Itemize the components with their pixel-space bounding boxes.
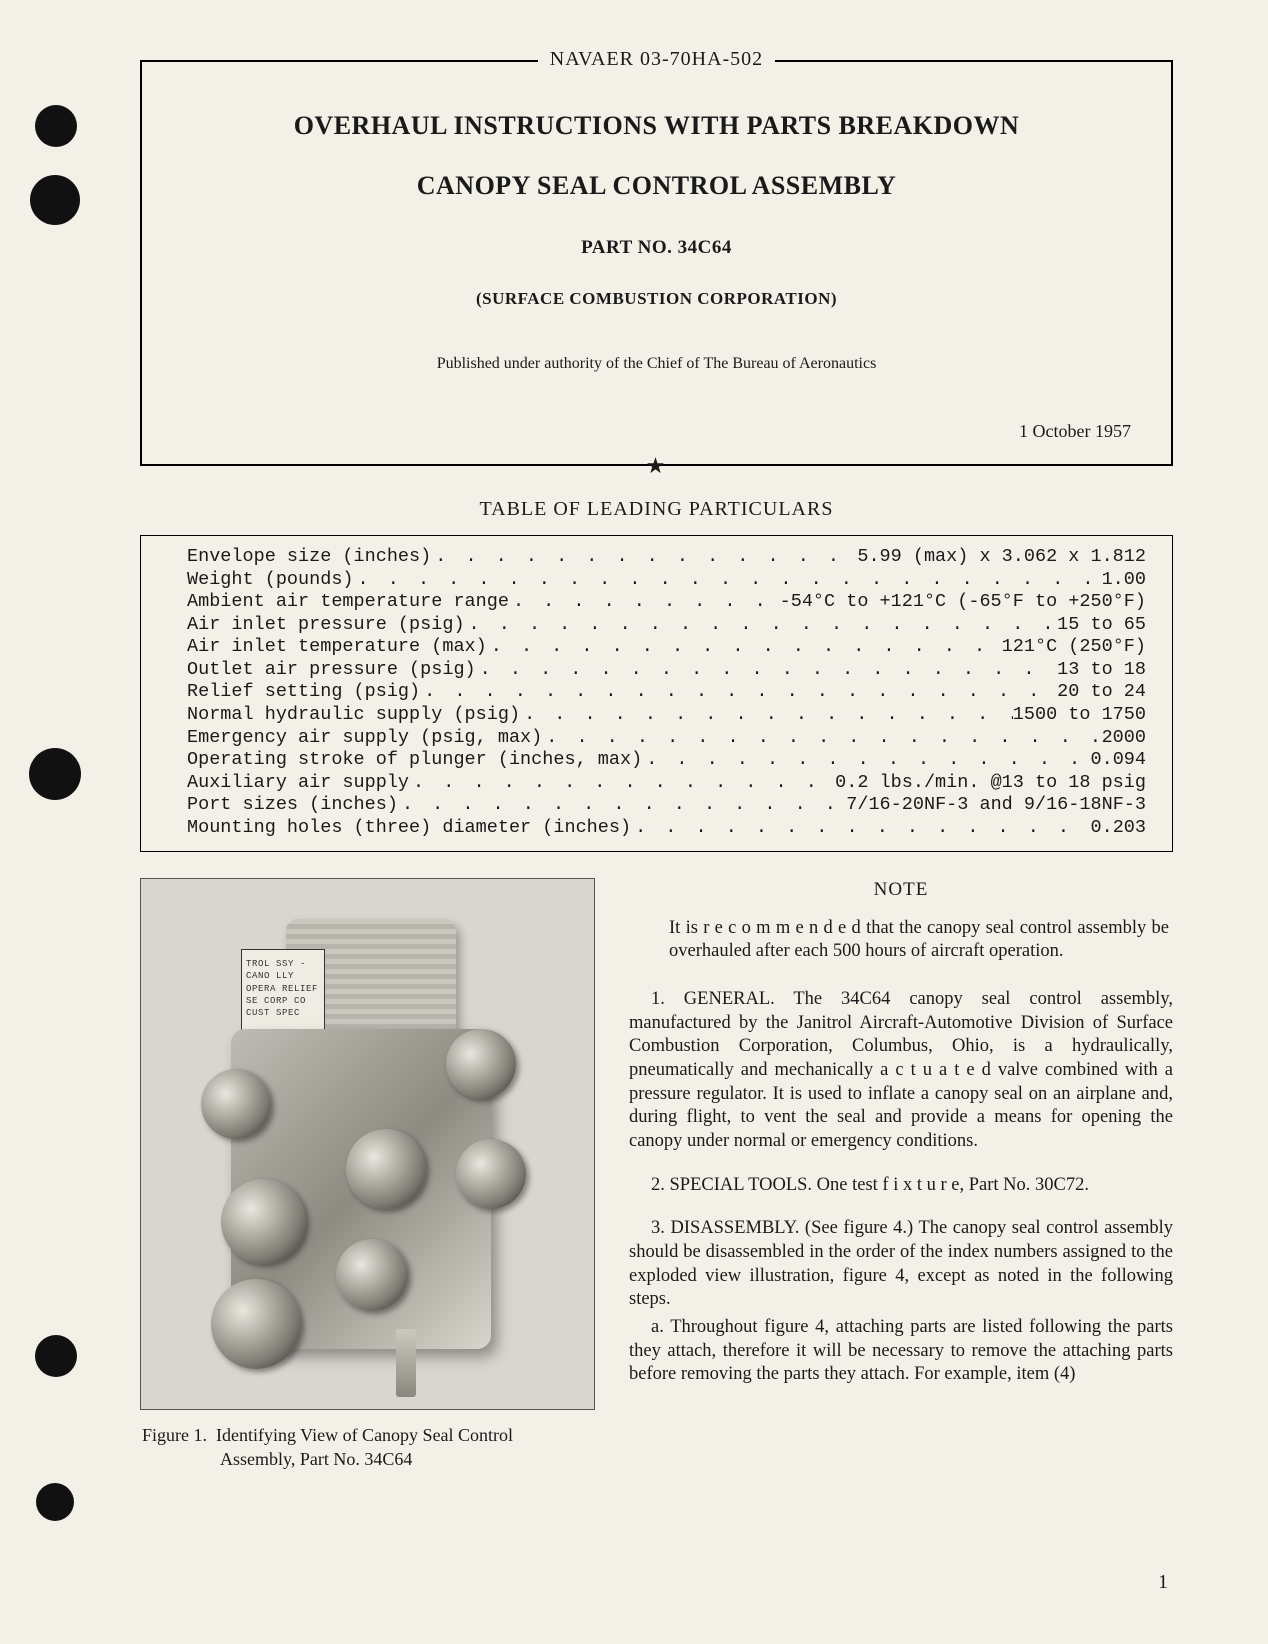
- spec-row: Operating stroke of plunger (inches, max…: [187, 749, 1146, 772]
- particulars-table: Envelope size (inches) . . . . . . . . .…: [140, 535, 1173, 852]
- para-text: a. Throughout figure 4, attaching parts …: [629, 1316, 1173, 1387]
- spec-value: 1.00: [1102, 569, 1146, 592]
- spec-label: Weight (pounds): [187, 569, 354, 592]
- header-box: NAVAER 03-70HA-502 OVERHAUL INSTRUCTIONS…: [140, 60, 1173, 466]
- spec-value: 7/16-20NF-3 and 9/16-18NF-3: [846, 794, 1146, 817]
- port-icon: [446, 1029, 516, 1099]
- authority-line: Published under authority of the Chief o…: [182, 355, 1131, 373]
- port-icon: [456, 1139, 526, 1209]
- part-number: PART NO. 34C64: [182, 237, 1131, 259]
- spec-label: Normal hydraulic supply (psig): [187, 704, 520, 727]
- dot-leader: . . . . . . . . . . . . . . . . . . . . …: [542, 727, 1101, 750]
- spec-value: 20 to 24: [1057, 681, 1146, 704]
- paragraph-special-tools: 2. SPECIAL TOOLS. One test f i x t u r e…: [629, 1174, 1173, 1198]
- para-text: 1. GENERAL. The 34C64 canopy seal contro…: [629, 988, 1173, 1154]
- paragraph-disassembly-a: a. Throughout figure 4, attaching parts …: [629, 1316, 1173, 1387]
- figure-caption-text: Identifying View of Canopy Seal Control: [216, 1425, 513, 1445]
- spec-label: Port sizes (inches): [187, 794, 398, 817]
- dot-leader: . . . . . . . . . . . . . . . . . . . . …: [476, 659, 1058, 682]
- spec-label: Auxiliary air supply: [187, 772, 409, 795]
- para-text: 2. SPECIAL TOOLS. One test f i x t u r e…: [629, 1174, 1173, 1198]
- dot-leader: . . . . . . . . . . . . . . . . . . . . …: [398, 794, 846, 817]
- spec-label: Emergency air supply (psig, max): [187, 727, 542, 750]
- binder-hole: [36, 1483, 74, 1521]
- spec-value: 13 to 18: [1057, 659, 1146, 682]
- dot-leader: . . . . . . . . . . . . . . . . . . . . …: [520, 704, 1013, 727]
- spec-row: Mounting holes (three) diameter (inches)…: [187, 817, 1146, 840]
- port-icon: [211, 1279, 301, 1369]
- spec-value: 1500 to 1750: [1013, 704, 1146, 727]
- publication-date: 1 October 1957: [182, 421, 1131, 442]
- dot-leader: . . . . . . . . . . . . . . . . . . . . …: [420, 681, 1057, 704]
- binder-hole: [35, 1335, 77, 1377]
- spec-value: 0.094: [1090, 749, 1146, 772]
- spec-row: Relief setting (psig) . . . . . . . . . …: [187, 681, 1146, 704]
- spec-label: Relief setting (psig): [187, 681, 420, 704]
- dot-leader: . . . . . . . . . . . . . . . . . . . . …: [487, 636, 1002, 659]
- figure-image: TROL SSY - CANO LLY OPERA RELIEF SE CORP…: [140, 878, 595, 1410]
- star-separator: ★: [140, 453, 1173, 479]
- spec-row: Air inlet temperature (max) . . . . . . …: [187, 636, 1146, 659]
- spec-label: Air inlet temperature (max): [187, 636, 487, 659]
- figure-column: TROL SSY - CANO LLY OPERA RELIEF SE CORP…: [140, 878, 595, 1471]
- dot-leader: . . . . . . . . . . . . . . . . . . . . …: [409, 772, 835, 795]
- note-body: It is r e c o m m e n d e d that the can…: [629, 917, 1173, 964]
- spec-value: 15 to 65: [1057, 614, 1146, 637]
- dot-leader: . . . . . . . . . . . . . . . . . . . . …: [431, 546, 857, 569]
- page-number: 1: [1158, 1571, 1168, 1594]
- binder-hole: [35, 105, 77, 147]
- spec-value: 5.99 (max) x 3.062 x 1.812: [857, 546, 1146, 569]
- spec-row: Envelope size (inches) . . . . . . . . .…: [187, 546, 1146, 569]
- dot-leader: . . . . . . . . . . . . . . . . . . . . …: [642, 749, 1090, 772]
- spec-value: -54°C to +121°C (-65°F to +250°F): [780, 591, 1146, 614]
- spec-row: Weight (pounds) . . . . . . . . . . . . …: [187, 569, 1146, 592]
- port-icon: [201, 1069, 271, 1139]
- figure-number: Figure 1.: [142, 1425, 207, 1445]
- document-page: NAVAER 03-70HA-502 OVERHAUL INSTRUCTIONS…: [0, 0, 1268, 1644]
- text-column: NOTE It is r e c o m m e n d e d that th…: [629, 878, 1173, 1471]
- document-id: NAVAER 03-70HA-502: [538, 48, 775, 71]
- port-icon: [221, 1179, 306, 1264]
- figure-caption: Figure 1. Identifying View of Canopy Sea…: [140, 1424, 595, 1471]
- spec-row: Auxiliary air supply . . . . . . . . . .…: [187, 772, 1146, 795]
- main-title: OVERHAUL INSTRUCTIONS WITH PARTS BREAKDO…: [182, 111, 1131, 141]
- port-icon: [346, 1129, 426, 1209]
- corporation-line: (SURFACE COMBUSTION CORPORATION): [182, 289, 1131, 309]
- spec-value: 0.2 lbs./min. @13 to 18 psig: [835, 772, 1146, 795]
- spec-label: Operating stroke of plunger (inches, max…: [187, 749, 642, 772]
- figure-caption-line2: Assembly, Part No. 34C64: [142, 1448, 595, 1471]
- particulars-title: TABLE OF LEADING PARTICULARS: [140, 498, 1173, 521]
- dot-leader: . . . . . . . . . . . . . . . . . . . . …: [465, 614, 1058, 637]
- plunger-stem: [396, 1329, 416, 1397]
- paragraph-disassembly: 3. DISASSEMBLY. (See figure 4.) The cano…: [629, 1217, 1173, 1312]
- sub-title: CANOPY SEAL CONTROL ASSEMBLY: [182, 171, 1131, 201]
- spec-row: Emergency air supply (psig, max) . . . .…: [187, 727, 1146, 750]
- note-heading: NOTE: [629, 878, 1173, 902]
- para-text: 3. DISASSEMBLY. (See figure 4.) The cano…: [629, 1217, 1173, 1312]
- binder-hole: [29, 748, 81, 800]
- spec-label: Air inlet pressure (psig): [187, 614, 465, 637]
- binder-hole: [30, 175, 80, 225]
- spec-row: Port sizes (inches) . . . . . . . . . . …: [187, 794, 1146, 817]
- spec-label: Ambient air temperature range: [187, 591, 509, 614]
- dot-leader: . . . . . . . . . . . . . . . . . . . . …: [631, 817, 1090, 840]
- lower-section: TROL SSY - CANO LLY OPERA RELIEF SE CORP…: [140, 878, 1173, 1471]
- spec-label: Envelope size (inches): [187, 546, 431, 569]
- spec-label: Mounting holes (three) diameter (inches): [187, 817, 631, 840]
- spec-row: Normal hydraulic supply (psig) . . . . .…: [187, 704, 1146, 727]
- spec-row: Ambient air temperature range . . . . . …: [187, 591, 1146, 614]
- spec-label: Outlet air pressure (psig): [187, 659, 476, 682]
- spec-row: Outlet air pressure (psig) . . . . . . .…: [187, 659, 1146, 682]
- dot-leader: . . . . . . . . . . . . . . . . . . . . …: [509, 591, 780, 614]
- paragraph-general: 1. GENERAL. The 34C64 canopy seal contro…: [629, 988, 1173, 1154]
- spec-row: Air inlet pressure (psig) . . . . . . . …: [187, 614, 1146, 637]
- port-icon: [336, 1239, 408, 1311]
- spec-value: 121°C (250°F): [1002, 636, 1146, 659]
- spec-value: 0.203: [1090, 817, 1146, 840]
- spec-value: 2000: [1102, 727, 1146, 750]
- dot-leader: . . . . . . . . . . . . . . . . . . . . …: [354, 569, 1102, 592]
